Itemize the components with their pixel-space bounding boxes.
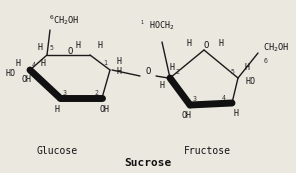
Text: H: H <box>160 81 165 90</box>
Text: Glucose: Glucose <box>36 146 78 156</box>
Text: H: H <box>234 108 239 117</box>
Text: H: H <box>218 39 223 48</box>
Text: $^{1}$: $^{1}$ <box>140 19 144 25</box>
Text: 3: 3 <box>193 96 197 102</box>
Text: H: H <box>15 58 20 67</box>
Text: 4: 4 <box>32 62 36 68</box>
Text: H: H <box>38 43 43 52</box>
Text: Fructose: Fructose <box>184 146 231 156</box>
Text: 5: 5 <box>50 45 54 51</box>
Text: O: O <box>145 66 151 75</box>
Text: OH: OH <box>181 112 191 121</box>
Text: HO: HO <box>245 78 255 86</box>
Text: O: O <box>67 47 73 56</box>
Text: OH: OH <box>22 75 32 84</box>
Text: 6: 6 <box>264 58 268 64</box>
Text: 4: 4 <box>222 95 226 101</box>
Text: H: H <box>117 57 121 66</box>
Text: 1: 1 <box>103 60 107 66</box>
Text: HO: HO <box>6 69 16 78</box>
Text: H: H <box>244 63 250 72</box>
Text: H: H <box>186 39 192 48</box>
Text: Sucrose: Sucrose <box>124 158 172 168</box>
Text: 5: 5 <box>231 69 235 75</box>
Text: H: H <box>54 104 59 113</box>
Text: H: H <box>41 58 46 67</box>
Text: HOCH$_{2}$: HOCH$_{2}$ <box>149 20 175 32</box>
Text: H: H <box>117 67 121 76</box>
Text: CH$_{2}$OH: CH$_{2}$OH <box>263 42 289 54</box>
Text: H: H <box>75 42 81 51</box>
Text: OH: OH <box>100 104 110 113</box>
Text: 2: 2 <box>175 69 179 75</box>
Text: $^{6}$CH$_{2}$OH: $^{6}$CH$_{2}$OH <box>49 13 79 27</box>
Text: 3: 3 <box>63 90 67 96</box>
Text: 2: 2 <box>94 90 98 96</box>
Text: H: H <box>170 63 175 72</box>
Text: O: O <box>203 42 209 51</box>
Text: H: H <box>97 42 102 51</box>
